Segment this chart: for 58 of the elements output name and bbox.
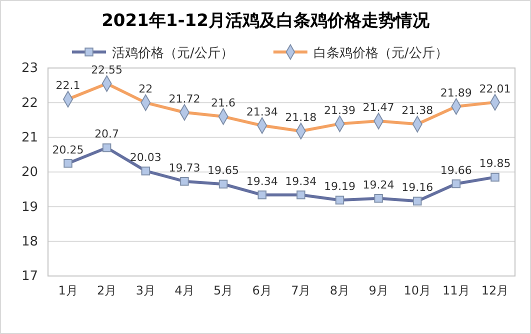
data-label: 19.66 — [440, 164, 472, 177]
data-label: 20.25 — [52, 143, 84, 156]
data-label: 20.7 — [94, 128, 120, 141]
y-tick-label: 20 — [21, 165, 38, 180]
data-label: 19.24 — [362, 178, 394, 192]
x-tick-label: 6月 — [252, 284, 272, 298]
chart-title: 2021年1-12月活鸡及白条鸡价格走势情况 — [102, 11, 430, 31]
y-tick-label: 17 — [21, 269, 38, 284]
data-label: 22 — [138, 82, 153, 96]
y-tick-label: 19 — [21, 200, 38, 215]
point — [452, 179, 461, 188]
point — [218, 180, 228, 189]
x-tick-label: 12月 — [481, 284, 509, 298]
y-tick-label: 18 — [21, 234, 38, 250]
point — [64, 158, 72, 168]
point — [490, 172, 500, 182]
point — [141, 166, 150, 176]
data-label: 22.1 — [56, 79, 80, 92]
x-tick-label: 5月 — [213, 284, 234, 298]
data-label: 19.16 — [402, 181, 434, 194]
point — [335, 196, 344, 204]
point — [180, 176, 189, 186]
data-label: 19.34 — [246, 174, 278, 188]
data-label: 21.34 — [246, 106, 278, 119]
data-label: 21.38 — [402, 104, 434, 118]
x-tick-label: 4月 — [174, 284, 194, 298]
x-tick-label: 9月 — [368, 284, 388, 298]
data-label: 19.85 — [479, 157, 511, 170]
point — [412, 196, 422, 206]
data-label: 21.47 — [362, 101, 394, 114]
x-tick-label: 10月 — [404, 284, 432, 298]
data-label: 21.6 — [211, 96, 236, 110]
data-label: 21.18 — [285, 111, 317, 124]
point — [102, 143, 112, 152]
point — [374, 194, 383, 203]
data-label: 19.73 — [168, 161, 200, 174]
data-label: 21.39 — [324, 104, 356, 117]
legend-label: 活鸡价格（元/公斤） — [112, 46, 234, 61]
x-tick-label: 11月 — [442, 284, 470, 298]
data-label: 19.65 — [208, 164, 240, 178]
point — [296, 190, 306, 200]
x-tick-label: 3月 — [136, 284, 156, 298]
x-tick-label: 1月 — [58, 284, 78, 298]
data-label: 20.03 — [130, 150, 162, 164]
point — [258, 190, 266, 200]
data-label: 19.19 — [324, 180, 356, 194]
data-label: 22.55 — [91, 64, 123, 77]
legend-label: 白条鸡价格（元/公斤） — [313, 46, 448, 61]
x-tick-label: 2月 — [97, 284, 117, 298]
data-label: 19.34 — [285, 174, 317, 188]
y-tick-label: 22 — [21, 96, 38, 111]
x-tick-label: 8月 — [330, 284, 350, 298]
y-tick-label: 23 — [21, 61, 38, 76]
y-tick-label: 21 — [21, 130, 38, 146]
data-label: 22.01 — [479, 82, 511, 96]
data-label: 21.89 — [440, 86, 472, 100]
x-tick-label: 7月 — [291, 284, 311, 298]
data-label: 21.72 — [168, 92, 200, 106]
